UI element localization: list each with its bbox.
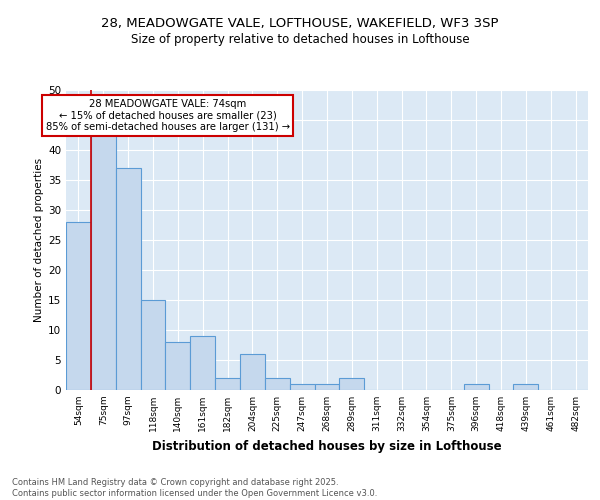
Bar [314, 384, 340, 390]
Bar [190, 336, 215, 390]
X-axis label: Distribution of detached houses by size in Lofthouse: Distribution of detached houses by size … [152, 440, 502, 452]
Text: Contains HM Land Registry data © Crown copyright and database right 2025.
Contai: Contains HM Land Registry data © Crown c… [12, 478, 377, 498]
Bar [215, 378, 240, 390]
Bar [166, 342, 190, 390]
Text: Size of property relative to detached houses in Lofthouse: Size of property relative to detached ho… [131, 32, 469, 46]
Bar [464, 384, 488, 390]
Bar [116, 168, 140, 390]
Bar [240, 354, 265, 390]
Text: 28 MEADOWGATE VALE: 74sqm
← 15% of detached houses are smaller (23)
85% of semi-: 28 MEADOWGATE VALE: 74sqm ← 15% of detac… [46, 99, 290, 132]
Bar [290, 384, 314, 390]
Bar [91, 132, 116, 390]
Bar [66, 222, 91, 390]
Bar [340, 378, 364, 390]
Bar [265, 378, 290, 390]
Y-axis label: Number of detached properties: Number of detached properties [34, 158, 44, 322]
Bar [514, 384, 538, 390]
Bar [140, 300, 166, 390]
Text: 28, MEADOWGATE VALE, LOFTHOUSE, WAKEFIELD, WF3 3SP: 28, MEADOWGATE VALE, LOFTHOUSE, WAKEFIEL… [101, 18, 499, 30]
